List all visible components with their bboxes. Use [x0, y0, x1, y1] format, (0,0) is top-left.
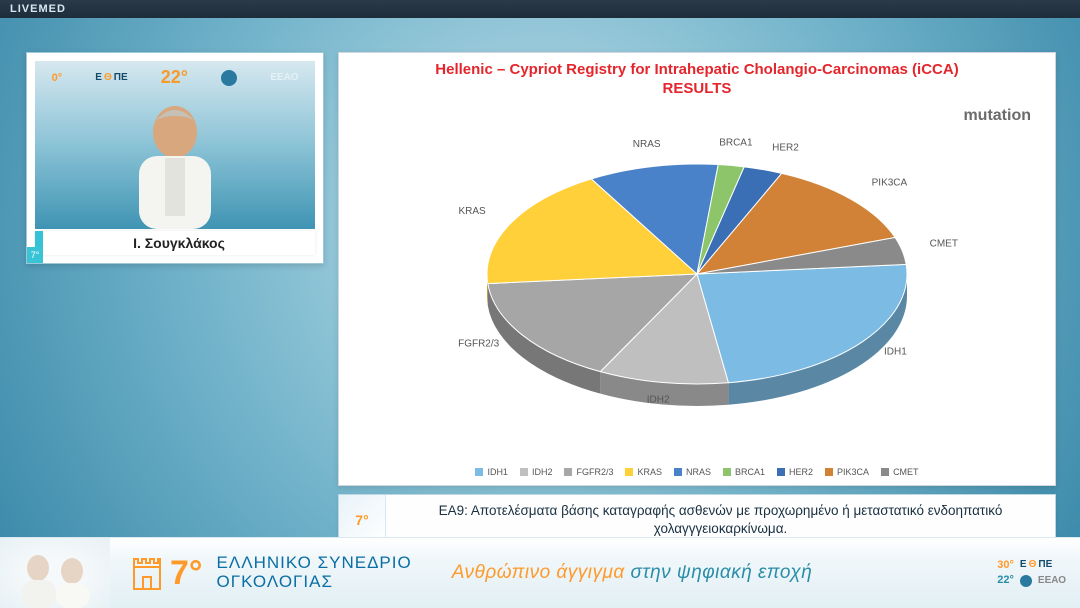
legend-label: NRAS [686, 467, 711, 477]
circle-icon [221, 70, 237, 86]
legend-label: BRCA1 [735, 467, 765, 477]
speaker-name: Ι. Σουγκλάκος [35, 231, 315, 255]
slice-label-brca1: BRCA1 [719, 138, 753, 149]
slogan-post: ψηφιακή εποχή [677, 562, 812, 583]
footer-greek-line1: ΕΛΛΗΝΙΚΟ ΣΥΝΕΔΡΙΟ [217, 554, 412, 573]
legend-label: PIK3CA [837, 467, 869, 477]
footer-castle-number: 7° [170, 554, 203, 593]
stage: 0° ΕΘΠΕ 22° ΕΕΑΟ Ι. Σουγκλάκος 7° Helle [0, 18, 1080, 538]
slice-label-cmet: CMET [930, 239, 958, 250]
legend-swatch [777, 468, 785, 476]
footer-greek-line2: ΟΓΚΟΛΟΓΙΑΣ [217, 573, 412, 592]
legend-item-idh1: IDH1 [475, 467, 508, 477]
slide-title: Hellenic – Cypriot Registry for Intrahep… [339, 61, 1055, 99]
right-22: 22° [997, 573, 1014, 588]
slogan-pre: Ανθρώπινο άγγιγμα [452, 562, 631, 583]
speaker-corner-badge: 7° [27, 247, 43, 263]
legend-item-cmet: CMET [881, 467, 919, 477]
legend-label: IDH2 [532, 467, 553, 477]
slice-label-idh2: IDH2 [647, 394, 670, 405]
eope-logo-small: ΕΘΠΕ [1020, 558, 1052, 572]
eeao-logo: ΕΕΑΟ [270, 72, 298, 83]
legend-label: FGFR2/3 [576, 467, 613, 477]
slice-label-her2: HER2 [772, 143, 799, 154]
top-bar: LIVEMED [0, 0, 1080, 18]
backdrop-left-hint: 0° [52, 72, 63, 84]
legend-swatch [625, 468, 633, 476]
legend-label: IDH1 [487, 467, 508, 477]
circle-icon-small [1020, 575, 1032, 587]
legend-swatch [825, 468, 833, 476]
legend-item-brca1: BRCA1 [723, 467, 765, 477]
slogan-mid: στην [631, 562, 677, 583]
legend-swatch [564, 468, 572, 476]
eope-logo: ΕΘΠΕ [95, 72, 127, 83]
footer-greek: ΕΛΛΗΝΙΚΟ ΣΥΝΕΔΡΙΟ ΟΓΚΟΛΟΓΙΑΣ [217, 554, 412, 591]
slice-label-fgfr2-3: FGFR2/3 [458, 338, 500, 349]
chart-legend: IDH1 IDH2 FGFR2/3 KRAS NRAS BRCA1 HER2 PIK3CA CM… [339, 467, 1055, 477]
slide-title-line2: RESULTS [663, 80, 732, 97]
right-30: 30° [997, 558, 1014, 573]
legend-item-kras: KRAS [625, 467, 662, 477]
footer-castle: 7° [130, 553, 203, 593]
slide-panel: Hellenic – Cypriot Registry for Intrahep… [338, 52, 1056, 486]
backdrop-logos: 0° ΕΘΠΕ 22° ΕΕΑΟ [35, 67, 315, 88]
footer-right: 30° ΕΘΠΕ 22° ΕΕΑΟ [997, 558, 1066, 589]
legend-label: CMET [893, 467, 919, 477]
speaker-card: 0° ΕΘΠΕ 22° ΕΕΑΟ Ι. Σουγκλάκος 7° [26, 52, 324, 264]
slice-label-pik3ca: PIK3CA [872, 178, 908, 189]
legend-swatch [881, 468, 889, 476]
footer-slogan: Ανθρώπινο άγγιγμα στην ψηφιακή εποχή [452, 562, 813, 584]
speaker-figure [115, 94, 235, 229]
eeao-logo-small: ΕΕΑΟ [1038, 574, 1066, 588]
legend-swatch [674, 468, 682, 476]
legend-swatch [520, 468, 528, 476]
legend-item-idh2: IDH2 [520, 467, 553, 477]
slice-label-nras: NRAS [633, 139, 661, 150]
pie-chart: IDH1 IDH2 FGFR2/3 KRAS NRAS BRCA1 HER2 PIK3CA CM… [417, 109, 977, 439]
legend-item-fgfr2-3: FGFR2/3 [564, 467, 613, 477]
slide-title-line1: Hellenic – Cypriot Registry for Intrahep… [435, 61, 958, 78]
legend-item-nras: NRAS [674, 467, 711, 477]
legend-label: HER2 [789, 467, 813, 477]
legend-label: KRAS [637, 467, 662, 477]
slice-label-idh1: IDH1 [884, 346, 907, 357]
footer-photo [0, 538, 110, 608]
caption-text: ΕΑ9: Αποτελέσματα βάσης καταγραφής ασθεν… [386, 498, 1055, 541]
legend-swatch [723, 468, 731, 476]
legend-item-her2: HER2 [777, 467, 813, 477]
footer-banner: 7° ΕΛΛΗΝΙΚΟ ΣΥΝΕΔΡΙΟ ΟΓΚΟΛΟΓΙΑΣ Ανθρώπιν… [0, 537, 1080, 608]
slice-label-kras: KRAS [458, 206, 486, 217]
legend-swatch [475, 468, 483, 476]
brand-text: LIVEMED [10, 3, 66, 15]
backdrop-center: 22° [161, 67, 188, 88]
speaker-backdrop: 0° ΕΘΠΕ 22° ΕΕΑΟ [35, 61, 315, 229]
legend-item-pik3ca: PIK3CA [825, 467, 869, 477]
